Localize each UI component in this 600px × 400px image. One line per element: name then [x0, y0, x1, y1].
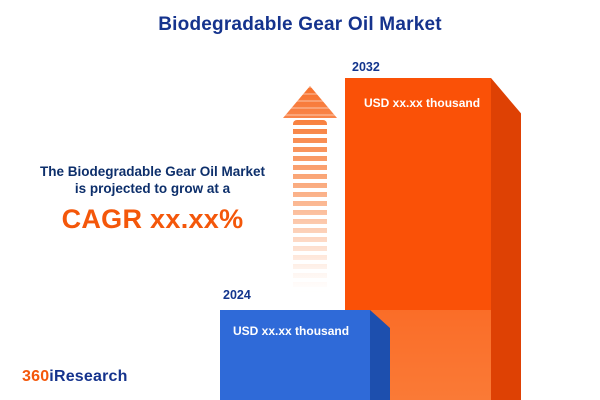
- bar-2024-side-face: [370, 310, 390, 400]
- annotation-line2: is projected to grow at a: [74, 181, 231, 196]
- growth-arrow-head-icon: [283, 86, 337, 118]
- brand-logo: 360iResearch: [22, 368, 128, 386]
- growth-arrow-shaft-icon: [293, 120, 327, 292]
- bar-2032-side-face: [491, 78, 521, 400]
- brand-logo-prefix: 360: [22, 368, 50, 385]
- bar-2032-year-label: 2032: [352, 60, 380, 74]
- bar-2024-year-label: 2024: [223, 288, 251, 302]
- cagr-text: CAGR xx.xx%: [61, 204, 244, 234]
- brand-logo-suffix: iResearch: [49, 368, 128, 385]
- bar-2024: [220, 310, 370, 400]
- bar-2032-value-label: USD xx.xx thousand: [364, 96, 481, 110]
- page-title: Biodegradable Gear Oil Market: [158, 14, 442, 35]
- annotation-line1: The Biodegradable Gear Oil Market: [39, 164, 266, 179]
- bar-2024-value-label: USD xx.xx thousand: [233, 324, 350, 338]
- growth-annotation: The Biodegradable Gear Oil Market is pro…: [0, 163, 305, 235]
